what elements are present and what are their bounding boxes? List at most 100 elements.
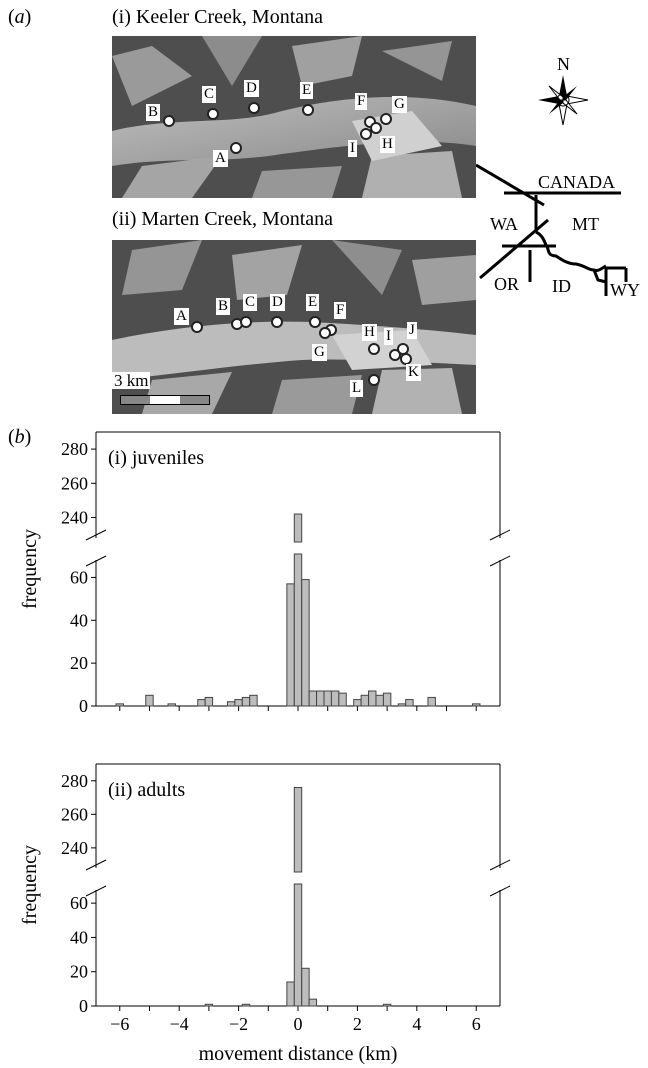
keeler-map: B C D E F G A I H: [112, 36, 476, 198]
chart-title: (i) juveniles: [108, 447, 204, 469]
histogram-bar-upper: [293, 786, 303, 873]
marten-site-marker: [368, 374, 380, 386]
marten-site-label: I: [384, 328, 393, 345]
histogram-bar: [286, 981, 295, 1007]
histogram-bar: [204, 1003, 214, 1007]
histogram-bar: [368, 690, 377, 707]
panel-a-tag-letter: a: [14, 6, 25, 28]
scale-bar: [120, 395, 210, 405]
keeler-title: (i) Keeler Creek, Montana: [112, 6, 324, 28]
y-tick-label: 60: [70, 567, 88, 587]
histogram-bar: [375, 694, 384, 707]
keeler-terrain: [112, 36, 476, 198]
marten-title: (ii) Marten Creek, Montana: [112, 208, 334, 230]
keeler-site-label: G: [392, 96, 407, 113]
x-tick-label: 6: [472, 1014, 481, 1034]
map-label-wy: WY: [610, 280, 640, 300]
histogram-bar: [360, 694, 370, 707]
panel-b-tag-close: ): [24, 426, 32, 448]
map-label-id: ID: [552, 276, 571, 296]
y-tick-label: 20: [70, 653, 88, 673]
marten-site-label: E: [306, 294, 320, 311]
scale-label: 3 km: [112, 371, 151, 390]
axis-break-mark: [489, 529, 511, 541]
y-tick-label: 60: [70, 893, 88, 913]
map-label-mt: MT: [572, 214, 599, 234]
histogram-bar-upper: [293, 513, 303, 543]
compass-rose-icon: [538, 75, 589, 126]
histogram-bar: [427, 696, 436, 707]
histogram-bar: [301, 579, 310, 707]
histogram-bar: [241, 1003, 251, 1007]
x-tick-label: 0: [294, 1014, 303, 1034]
panel-a-tag: (a): [8, 6, 31, 29]
histogram-figure: 0 20 40 60 240 260 280 (i) juveniles frequency 0…: [19, 431, 511, 1065]
panel-b-tag-open: (: [8, 426, 15, 448]
y-tick-label: 240: [61, 838, 88, 858]
panel-a-tag-open: (: [8, 6, 15, 28]
keeler-site-label: D: [244, 80, 259, 97]
panel-b-tag: (b): [8, 426, 31, 449]
marten-site-label: A: [174, 308, 189, 325]
map-label-canada: CANADA: [538, 172, 615, 192]
y-tick-label: 240: [61, 507, 88, 527]
histogram-bar: [293, 553, 303, 707]
marten-site-label: B: [216, 298, 231, 315]
y-tick-label: 40: [70, 927, 88, 947]
keeler-site-marker: [248, 102, 260, 114]
histogram-bar: [241, 696, 251, 707]
keeler-site-marker: [380, 113, 392, 125]
marten-site-label: C: [243, 294, 258, 311]
histogram-bar: [338, 692, 347, 707]
marten-site-label: H: [362, 324, 377, 341]
x-tick-label: 4: [412, 1014, 421, 1034]
panel-a-tag-close: ): [24, 6, 32, 28]
y-tick-label: 40: [70, 610, 88, 630]
histogram-bar: [293, 883, 303, 1007]
histogram-bar: [472, 703, 481, 707]
marten-site-marker: [271, 316, 283, 328]
histogram-bar: [397, 703, 407, 707]
y-tick-label: 260: [61, 804, 88, 824]
keeler-site-label: A: [213, 150, 228, 167]
y-tick-label: 280: [61, 439, 88, 459]
histogram-bar: [249, 694, 258, 707]
scale-bar-white-segment: [150, 396, 180, 404]
histogram-bar: [382, 1003, 392, 1007]
map-label-or: OR: [494, 274, 519, 294]
y-tick-label: 280: [61, 771, 88, 791]
x-axis-label: movement distance (km): [199, 1043, 398, 1065]
axis-break-mark: [489, 859, 511, 871]
histogram-bar: [323, 690, 332, 707]
keeler-site-label: H: [380, 136, 395, 153]
axis-break-mark: [85, 859, 107, 871]
x-tick-label: −4: [170, 1014, 189, 1034]
compass-north-label: N: [557, 54, 570, 74]
axis-break-mark: [489, 555, 511, 567]
y-axis-label: frequency: [19, 845, 41, 925]
marten-site-label: J: [407, 322, 417, 339]
x-tick-label: −6: [110, 1014, 129, 1034]
keeler-site-label: E: [300, 82, 314, 99]
histogram-bar: [405, 699, 414, 707]
y-tick-label: 0: [79, 696, 88, 716]
histogram-bar: [308, 998, 318, 1007]
keeler-site-marker: [163, 115, 175, 127]
adults-histogram: 0 20 40 60 240 260 280 −6 −4 −2 0 2 4 6 (ii) adults fre…: [19, 763, 511, 1034]
y-axis-label: frequency: [19, 529, 41, 609]
marten-site-label: K: [406, 364, 421, 381]
histogram-bar: [226, 701, 236, 707]
keeler-site-label: I: [348, 140, 357, 157]
marten-site-label: L: [350, 380, 364, 397]
panel-b-tag-letter: b: [14, 426, 25, 448]
histogram-bar: [145, 694, 154, 707]
marten-terrain: [112, 240, 476, 414]
map-label-wa: WA: [490, 214, 518, 234]
marten-site-marker: [191, 321, 203, 333]
juveniles-histogram: 0 20 40 60 240 260 280 (i) juveniles frequency: [19, 431, 511, 716]
histogram-bar: [330, 690, 340, 707]
keeler-site-marker: [207, 108, 219, 120]
histogram-bar: [382, 692, 392, 707]
marten-map: A B C D E F G H I J K L 3 km: [112, 240, 476, 414]
marten-site-marker: [319, 327, 331, 339]
